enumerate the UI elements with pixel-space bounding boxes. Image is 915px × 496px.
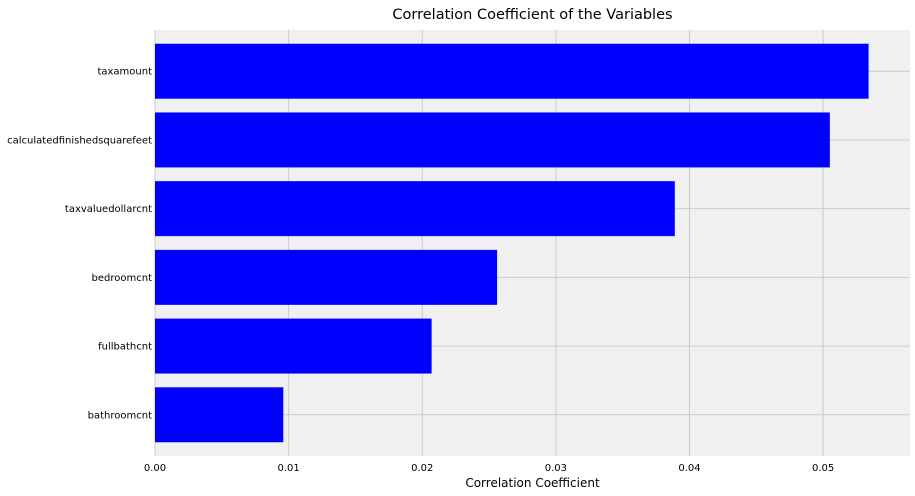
y-tick-label: bedroomcnt bbox=[92, 273, 153, 284]
x-tick-label: 0.04 bbox=[678, 463, 700, 474]
bar-taxamount bbox=[155, 43, 869, 99]
bars bbox=[155, 43, 869, 443]
x-tick-label: 0.01 bbox=[277, 463, 299, 474]
x-tick-label: 0.05 bbox=[812, 463, 834, 474]
bar-taxvaluedollarcnt bbox=[155, 181, 675, 237]
y-tick-label: taxamount bbox=[97, 67, 152, 78]
plot-area bbox=[155, 30, 910, 456]
bar-calculatedfinishedsquarefeet bbox=[155, 112, 830, 168]
x-tick-labels: 0.00 0.01 0.02 0.03 0.04 0.05 bbox=[144, 463, 834, 474]
x-tick-label: 0.03 bbox=[545, 463, 567, 474]
x-tick-label: 0.02 bbox=[411, 463, 433, 474]
bar-bathroomcnt bbox=[155, 387, 284, 443]
y-tick-label: calculatedfinishedsquarefeet bbox=[7, 135, 152, 146]
chart-title: Correlation Coefficient of the Variables bbox=[392, 7, 672, 23]
x-tick-label: 0.00 bbox=[144, 463, 166, 474]
y-tick-label: taxvaluedollarcnt bbox=[65, 204, 152, 215]
x-gridlines bbox=[154, 30, 824, 456]
y-tick-labels: bathroomcnt fullbathcnt bedroomcnt taxvalue… bbox=[7, 67, 152, 422]
y-tick-label: bathroomcnt bbox=[88, 410, 152, 421]
y-tick-label: fullbathcnt bbox=[98, 342, 152, 353]
bar-fullbathcnt bbox=[155, 318, 432, 374]
bar-bedroomcnt bbox=[155, 249, 498, 305]
x-axis-title: Correlation Coefficient bbox=[465, 476, 600, 490]
